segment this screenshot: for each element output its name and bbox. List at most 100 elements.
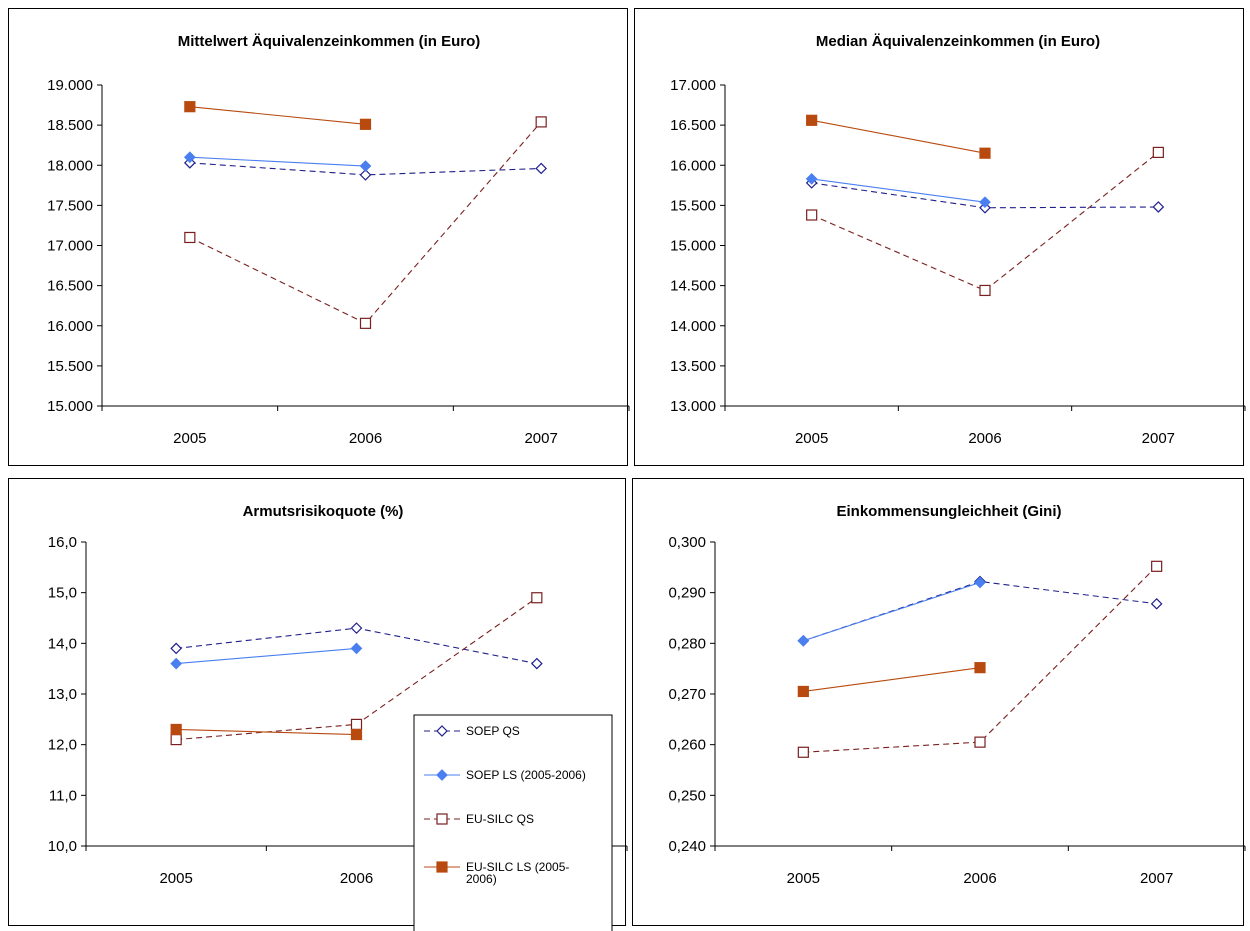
chart-panel-poverty: Armutsrisikoquote (%) 10,0 11,0 12,0 13,0 14,… [8, 478, 628, 931]
y-tick-label: 15,0 [48, 585, 77, 602]
y-tick-label: 0,260 [668, 737, 706, 754]
y-tick-label: 11,0 [49, 787, 77, 804]
x-tick-label: 2007 [524, 430, 557, 447]
series-line [803, 667, 981, 693]
data-point [531, 592, 543, 604]
data-point [974, 662, 986, 674]
x-tick-label: 2007 [1140, 870, 1173, 887]
y-tick-label: 13.000 [670, 398, 716, 415]
legend-item-soep_ls: SOEP LS (2005-2006) [424, 768, 586, 782]
series-soep_ls [805, 173, 991, 209]
chart-title: Median Äquivalenzeinkommen (in Euro) [816, 33, 1100, 50]
data-point [184, 101, 196, 113]
y-tick-label: 14.000 [670, 318, 716, 335]
legend-marker [436, 861, 448, 873]
series-eusilc_qs [184, 116, 547, 329]
data-point [350, 622, 363, 634]
x-tick-label: 2006 [340, 870, 373, 887]
y-tick-label: 16.500 [47, 278, 93, 295]
y-tick-label: 0,240 [668, 838, 706, 855]
data-point [1152, 146, 1164, 159]
series-line [189, 121, 542, 325]
data-point [1150, 597, 1163, 610]
data-point [979, 147, 991, 159]
legend-label: EU-SILC LS (2005- [466, 860, 569, 874]
data-point [359, 169, 372, 181]
y-tick-label: 12,0 [48, 737, 77, 754]
chart-svg-gini: Einkommensungleichheit (Gini) 0,240 0,250 0… [668, 503, 1246, 887]
y-tick-label: 10,0 [48, 838, 77, 855]
legend: SOEP QS SOEP LS (2005-2006) EU-SILC QS EU-S… [413, 714, 613, 931]
series-soep_ls [183, 151, 372, 172]
y-tick-label: 13,0 [48, 686, 77, 703]
legend-label: SOEP QS [466, 724, 520, 738]
y-tick-label: 15.000 [670, 238, 716, 255]
data-point [805, 173, 818, 185]
y-tick-label: 0,250 [668, 787, 706, 804]
data-point [535, 116, 547, 128]
y-tick-label: 15.500 [47, 358, 93, 375]
series-line [811, 119, 986, 154]
series-soep_ls [170, 642, 363, 670]
series-line [803, 582, 981, 642]
legend-item-soep_qs: SOEP QS [424, 724, 520, 738]
series-soep_ls [797, 576, 986, 647]
data-point [974, 736, 986, 748]
y-tick-label: 17.000 [670, 77, 716, 94]
data-point [170, 723, 182, 736]
data-point [359, 317, 372, 329]
series-line [811, 178, 986, 203]
data-point [974, 576, 986, 589]
series-soep_qs [183, 156, 548, 181]
x-tick-label: 2005 [787, 870, 820, 887]
data-point [184, 231, 196, 244]
data-point [1152, 201, 1165, 213]
data-point [979, 196, 991, 209]
y-tick-label: 16.000 [47, 318, 93, 335]
chart-svg-poverty: Armutsrisikoquote (%) 10,0 11,0 12,0 13,0 14,… [48, 503, 628, 931]
data-point [797, 685, 809, 698]
y-tick-label: 18.000 [47, 157, 93, 174]
y-tick-label: 16.000 [670, 157, 716, 174]
y-tick-label: 16,0 [48, 534, 77, 551]
x-tick-label: 2006 [349, 430, 382, 447]
y-tick-label: 17.500 [47, 197, 93, 214]
series-eusilc_qs [170, 592, 543, 746]
data-point [170, 657, 183, 670]
chart-title: Mittelwert Äquivalenzeinkommen (in Euro) [178, 33, 481, 50]
y-tick-label: 0,280 [668, 635, 706, 652]
series-eusilc_ls [184, 101, 372, 130]
data-point [359, 160, 372, 172]
series-eusilc_ls [806, 114, 991, 159]
y-tick-label: 19.000 [47, 77, 93, 94]
chart-title: Armutsrisikoquote (%) [243, 503, 404, 520]
chart-svg-median: Median Äquivalenzeinkommen (in Euro) 13.0… [670, 33, 1246, 447]
y-tick-label: 15.500 [670, 197, 716, 214]
data-point [350, 728, 363, 741]
data-point [979, 284, 991, 297]
chart-panel-gini: Einkommensungleichheit (Gini) 0,240 0,250 0… [632, 478, 1246, 926]
series-eusilc_qs [797, 560, 1163, 758]
legend-marker [436, 725, 448, 737]
y-tick-label: 17.000 [47, 238, 93, 255]
y-tick-label: 0,270 [668, 686, 706, 703]
legend-label: SOEP LS (2005-2006) [466, 768, 586, 782]
legend-label: EU-SILC QS [466, 812, 534, 826]
legend-item-eusilc_ls: EU-SILC LS (2005-2006) [424, 860, 569, 886]
data-point [535, 162, 548, 175]
series-line [811, 151, 1159, 292]
series-line [176, 728, 357, 736]
series-line [803, 565, 1158, 753]
x-tick-label: 2005 [795, 430, 828, 447]
y-tick-label: 14.500 [670, 278, 716, 295]
x-tick-label: 2006 [963, 870, 996, 887]
data-point [1151, 560, 1163, 572]
series-eusilc_ls [797, 662, 986, 698]
data-point [350, 642, 363, 655]
series-eusilc_qs [806, 146, 1164, 297]
series-line [803, 580, 1157, 642]
series-line [189, 162, 542, 176]
y-tick-label: 14,0 [48, 635, 77, 652]
data-point [359, 118, 372, 130]
chart-panel-median: Median Äquivalenzeinkommen (in Euro) 13.0… [634, 8, 1246, 466]
